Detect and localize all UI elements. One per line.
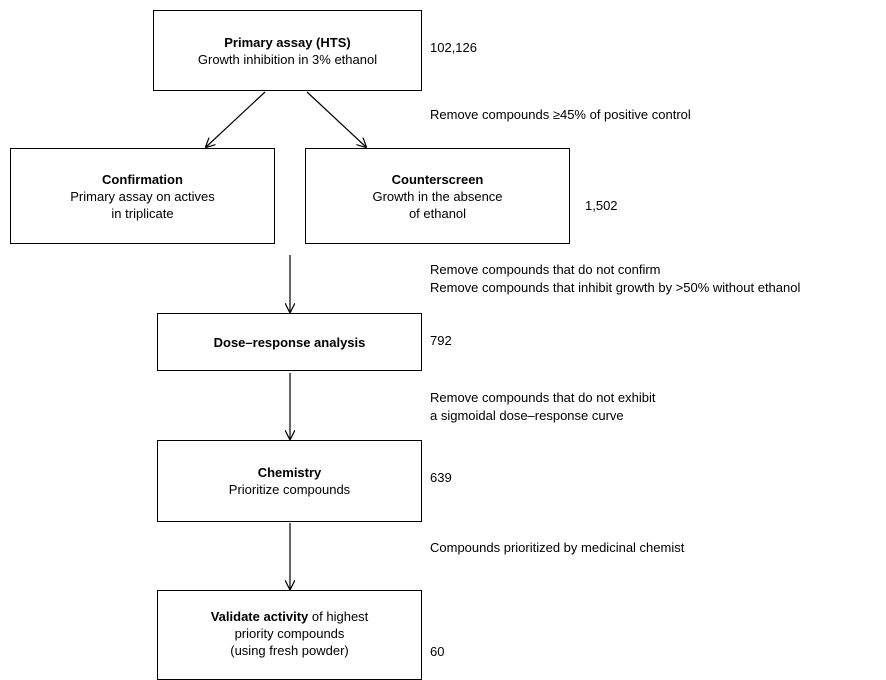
node-line: priority compounds — [234, 626, 345, 641]
count: 102,126 — [430, 40, 477, 55]
node-title: Chemistry — [257, 465, 322, 480]
node-box: Counterscreen Growth in the absence of e… — [305, 148, 570, 244]
count: 792 — [430, 333, 452, 348]
count: 1,502 — [585, 198, 618, 213]
node-line: Primary assay on actives — [70, 188, 215, 204]
node-box: Chemistry Prioritize compounds — [157, 440, 422, 522]
node-line: Prioritize compounds — [228, 482, 351, 497]
filter-note: Remove compounds that do not exhibit — [430, 390, 656, 405]
node-box: Primary assay (HTS) Growth inhibition in… — [153, 10, 422, 91]
node-title: Confirmation — [102, 171, 183, 187]
node-box: Confirmation Primary assay on actives in… — [10, 148, 275, 244]
node-line: Growth in the absence — [372, 188, 503, 204]
filter-note: Compounds prioritized by medicinal chemi… — [430, 540, 685, 555]
filter-note: Remove compounds that inhibit growth by … — [430, 280, 801, 295]
filter-note: a sigmoidal dose–response curve — [430, 408, 624, 423]
node-title-suffix: of highest — [311, 609, 369, 624]
node-title: Counterscreen — [391, 171, 484, 187]
count: 639 — [430, 470, 452, 485]
count: 60 — [430, 644, 445, 659]
node-line: Growth inhibition in 3% ethanol — [197, 51, 378, 67]
node-box: Dose–response analysis — [157, 313, 422, 371]
filter-note: Remove compounds ≥45% of positive contro… — [430, 107, 691, 122]
node-title: Primary assay (HTS) — [224, 34, 351, 50]
node-title: Dose–response analysis — [213, 334, 366, 350]
node-line: in triplicate — [111, 205, 174, 221]
node-box: Validate activity of highest priority co… — [157, 590, 422, 680]
node-line: of ethanol — [408, 205, 467, 221]
arrow — [206, 91, 266, 147]
filter-note: Remove compounds that do not confirm — [430, 262, 661, 277]
node-title: Validate activity — [210, 609, 309, 624]
arrow — [306, 91, 366, 147]
node-line: (using fresh powder) — [230, 643, 349, 658]
